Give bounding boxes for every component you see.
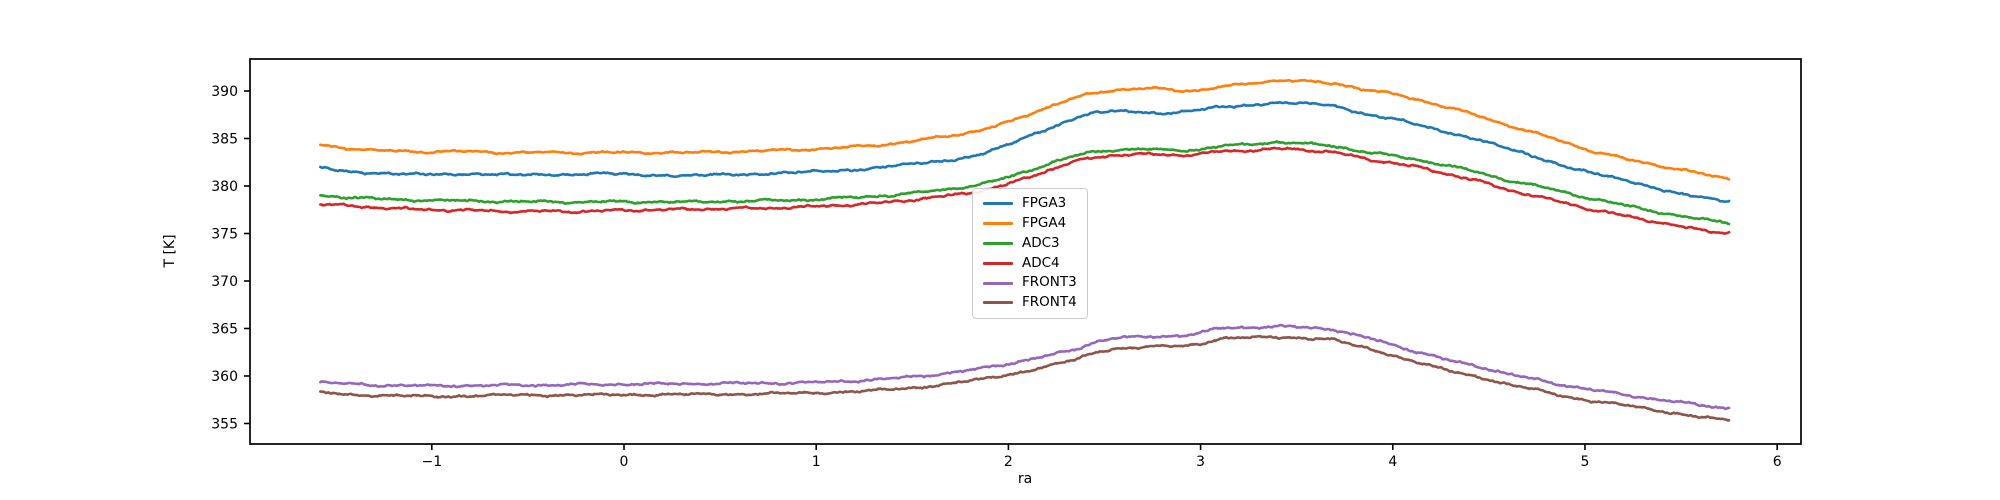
legend-swatch-ADC4 bbox=[983, 261, 1013, 265]
legend-swatch-FRONT4 bbox=[983, 301, 1013, 305]
y-tick-label: 370 bbox=[211, 274, 238, 290]
x-tick-label: 5 bbox=[1581, 454, 1590, 470]
legend-entry-ADC3: ADC3 bbox=[983, 234, 1077, 254]
x-tick-label: 2 bbox=[1004, 454, 1013, 470]
series-line-ADC3 bbox=[319, 140, 1731, 226]
legend: FPGA3 FPGA4 ADC3 ADC4 FRONT3 FRONT4 bbox=[972, 188, 1088, 319]
x-tick-label: −1 bbox=[421, 454, 442, 470]
legend-label-FPGA3: FPGA3 bbox=[1022, 195, 1067, 212]
series-line-ADC4 bbox=[319, 146, 1731, 236]
y-tick-label: 385 bbox=[211, 132, 238, 148]
legend-entry-FRONT3: FRONT3 bbox=[983, 273, 1077, 293]
legend-swatch-ADC3 bbox=[983, 241, 1013, 245]
y-tick-label: 380 bbox=[211, 179, 238, 195]
x-tick-label: 3 bbox=[1196, 454, 1205, 470]
plot-frame bbox=[249, 58, 1802, 445]
legend-entry-FPGA3: FPGA3 bbox=[983, 194, 1077, 214]
legend-label-ADC3: ADC3 bbox=[1022, 234, 1060, 251]
y-tick-label: 360 bbox=[211, 369, 238, 385]
y-tick-label: 355 bbox=[211, 416, 238, 432]
series-line-FPGA4 bbox=[319, 78, 1731, 181]
legend-entry-FRONT4: FRONT4 bbox=[983, 293, 1077, 313]
y-tick-label: 365 bbox=[211, 321, 238, 337]
series-line-FRONT3 bbox=[319, 323, 1731, 411]
legend-swatch-FRONT3 bbox=[983, 281, 1013, 285]
y-axis-label: T [K] bbox=[162, 234, 178, 268]
x-axis-label: ra bbox=[1017, 471, 1033, 487]
legend-label-FPGA4: FPGA4 bbox=[1022, 214, 1067, 231]
legend-label-FRONT4: FRONT4 bbox=[1022, 294, 1077, 311]
legend-label-FRONT3: FRONT3 bbox=[1022, 274, 1077, 291]
x-tick-label: 6 bbox=[1773, 454, 1782, 470]
x-tick-label: 4 bbox=[1388, 454, 1397, 470]
legend-label-ADC4: ADC4 bbox=[1022, 254, 1060, 271]
legend-entry-FPGA4: FPGA4 bbox=[983, 214, 1077, 234]
y-tick-label: 375 bbox=[211, 226, 238, 242]
series-line-FRONT4 bbox=[319, 334, 1731, 422]
y-tick-label: 390 bbox=[211, 84, 238, 100]
series-line-FPGA3 bbox=[319, 101, 1731, 204]
legend-swatch-FPGA3 bbox=[983, 202, 1013, 206]
legend-entry-ADC4: ADC4 bbox=[983, 253, 1077, 273]
x-tick-label: 0 bbox=[620, 454, 629, 470]
x-tick-label: 1 bbox=[812, 454, 821, 470]
legend-swatch-FPGA4 bbox=[983, 222, 1013, 226]
